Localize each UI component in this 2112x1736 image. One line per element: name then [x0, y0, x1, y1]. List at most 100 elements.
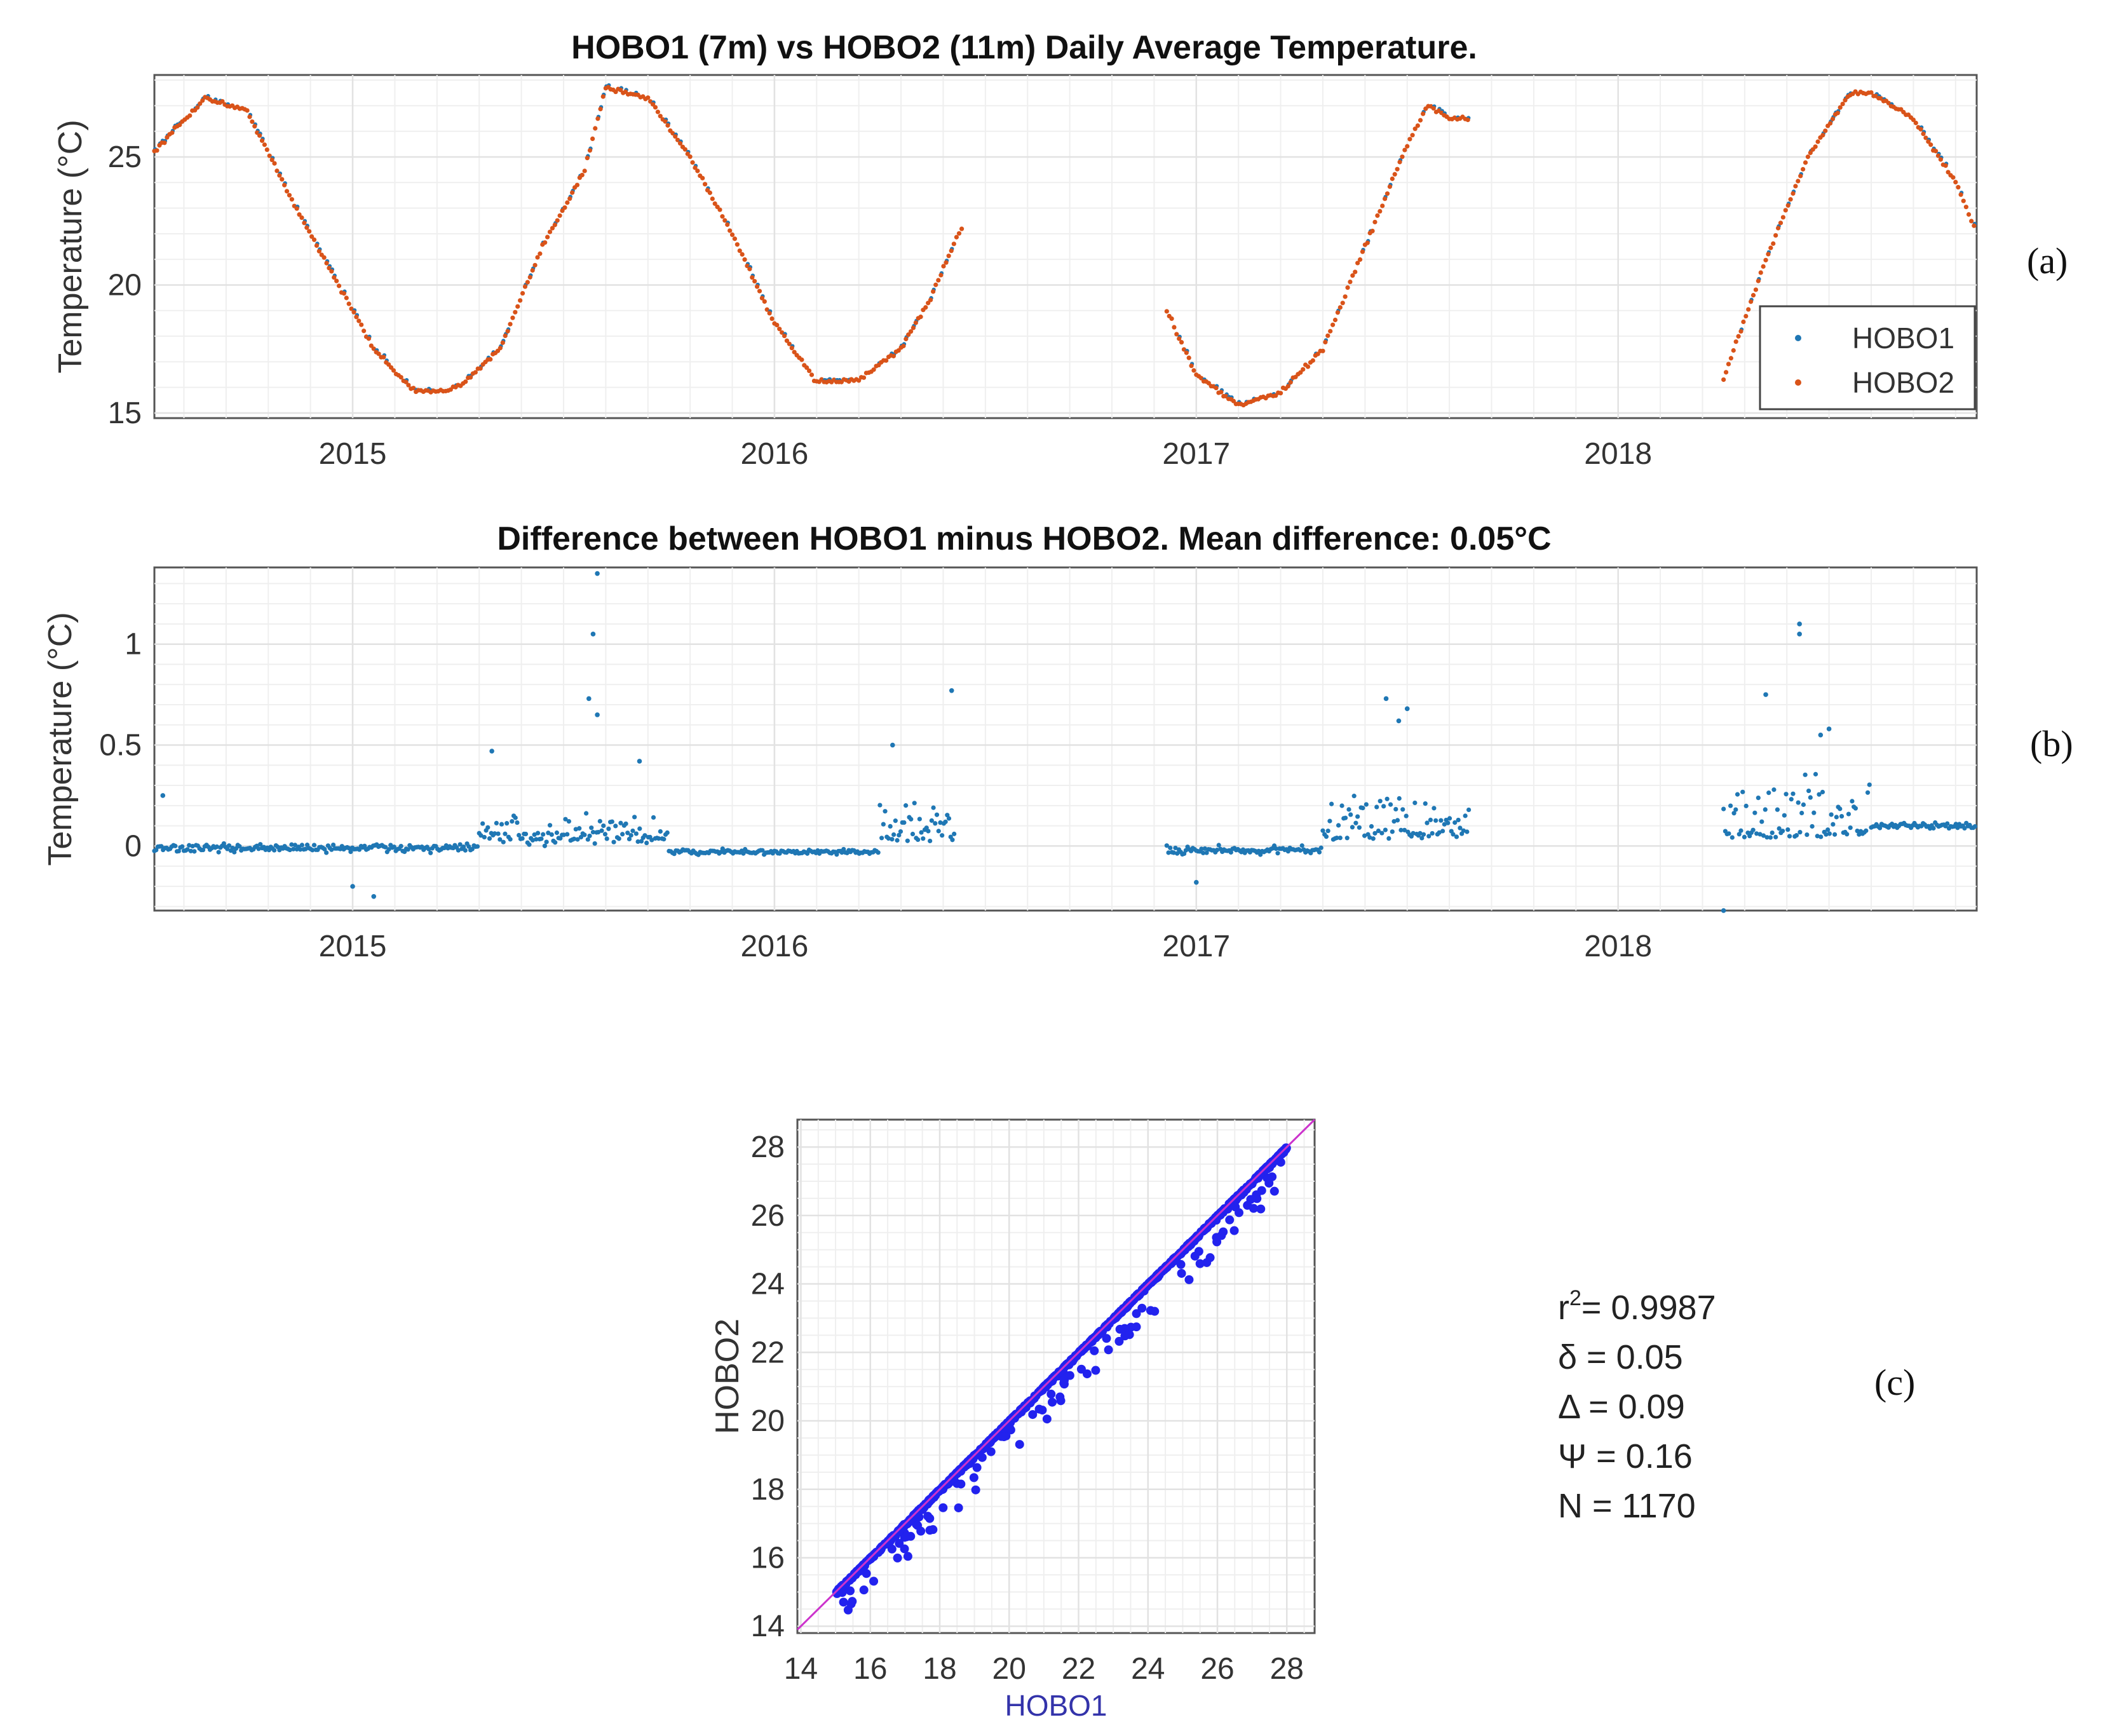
hobo2-point	[272, 161, 277, 166]
difference-point	[1258, 852, 1263, 857]
difference-outlier	[1763, 692, 1768, 697]
difference-point	[1785, 827, 1790, 832]
hobo2-point	[362, 329, 367, 334]
difference-point	[876, 850, 881, 855]
hobo-scatter-point	[1043, 1380, 1052, 1390]
difference-point	[1867, 782, 1872, 787]
x-tick-label: 2017	[1162, 930, 1230, 963]
difference-point	[1438, 818, 1444, 823]
difference-point	[1789, 797, 1794, 802]
difference-point	[1214, 848, 1220, 853]
difference-point	[1731, 811, 1736, 816]
difference-outlier	[590, 632, 596, 637]
difference-point	[535, 831, 541, 836]
hobo2-point	[1372, 219, 1378, 225]
hobo-scatter-point	[925, 1526, 935, 1535]
difference-point	[456, 848, 461, 853]
hobo2-point	[1788, 197, 1793, 202]
difference-outlier	[371, 893, 377, 899]
stat-n: N = 1170	[1558, 1487, 1696, 1525]
difference-point	[494, 820, 499, 825]
difference-point	[628, 832, 633, 838]
hobo2-point	[1758, 270, 1763, 275]
hobo2-point	[262, 142, 267, 147]
difference-point	[513, 815, 518, 820]
hobo2-point	[1726, 362, 1731, 367]
difference-point	[499, 822, 504, 827]
x-tick-label: 26	[1200, 1652, 1234, 1686]
difference-point	[498, 837, 503, 842]
hobo2-point	[1801, 166, 1806, 172]
difference-point	[1367, 835, 1372, 840]
hobo2-point	[655, 109, 660, 114]
hobo2-point	[220, 98, 225, 104]
difference-point	[1175, 851, 1180, 856]
difference-point	[945, 813, 950, 818]
legend-box	[1759, 305, 1976, 410]
difference-point	[466, 844, 471, 849]
difference-point	[597, 818, 602, 824]
difference-point	[1390, 829, 1395, 834]
difference-point	[630, 828, 635, 834]
hobo-scatter-point	[1177, 1268, 1186, 1278]
difference-point	[1432, 806, 1437, 811]
difference-point	[1461, 828, 1466, 833]
hobo2-point	[931, 289, 936, 294]
difference-point	[1463, 813, 1468, 818]
hobo-scatter-point	[869, 1577, 879, 1586]
panel-a-legend: HOBO1 HOBO2	[1759, 305, 1976, 410]
hobo2-point	[468, 375, 473, 380]
difference-point	[1945, 821, 1950, 826]
hobo-scatter-point	[999, 1432, 1009, 1442]
difference-outlier	[160, 793, 166, 798]
hobo2-point	[1921, 132, 1926, 137]
hobo-scatter-point	[1229, 1226, 1239, 1235]
difference-point	[1756, 795, 1761, 801]
hobo2-point	[936, 278, 941, 283]
hobo2-point	[245, 108, 250, 113]
difference-point	[485, 825, 491, 830]
difference-point	[405, 847, 410, 852]
hobo2-point	[1370, 228, 1375, 234]
difference-point	[1379, 831, 1384, 836]
difference-point	[1395, 818, 1400, 823]
difference-point	[606, 826, 611, 831]
hobo2-point	[267, 153, 272, 158]
hobo2-point	[302, 220, 307, 226]
hobo2-point	[1407, 137, 1412, 142]
hobo2-point	[722, 218, 728, 223]
hobo2-point	[307, 229, 312, 234]
hobo2-point	[673, 134, 678, 139]
hobo2-point	[1827, 121, 1833, 126]
hobo2-point	[1383, 196, 1388, 201]
hobo2-point	[908, 329, 914, 334]
difference-point	[649, 837, 654, 843]
difference-point	[1728, 803, 1733, 808]
hobo2-point	[1785, 203, 1790, 208]
hobo2-point	[933, 282, 938, 287]
difference-point	[159, 844, 164, 849]
difference-point	[1832, 832, 1838, 837]
hobo-scatter-point	[1195, 1259, 1205, 1268]
difference-point	[1825, 827, 1831, 832]
hobo2-point	[690, 160, 695, 165]
hobo2-point	[297, 212, 302, 217]
difference-point	[1362, 833, 1367, 838]
hobo2-point	[354, 315, 359, 320]
difference-point	[741, 851, 746, 856]
difference-point	[1369, 824, 1374, 829]
hobo2-point	[1360, 249, 1365, 254]
hobo2-point	[720, 214, 725, 219]
difference-point	[303, 846, 308, 851]
difference-point	[298, 847, 303, 852]
hobo-scatter-point	[1256, 1204, 1266, 1214]
hobo2-point	[1838, 105, 1843, 110]
hobo2-point	[1350, 273, 1355, 278]
hobo2-point	[1330, 322, 1336, 327]
hobo2-point	[329, 269, 334, 274]
difference-point	[602, 832, 608, 837]
difference-point	[626, 836, 632, 842]
difference-point	[532, 832, 537, 837]
hobo2-point	[665, 123, 670, 128]
difference-point	[1323, 834, 1329, 839]
